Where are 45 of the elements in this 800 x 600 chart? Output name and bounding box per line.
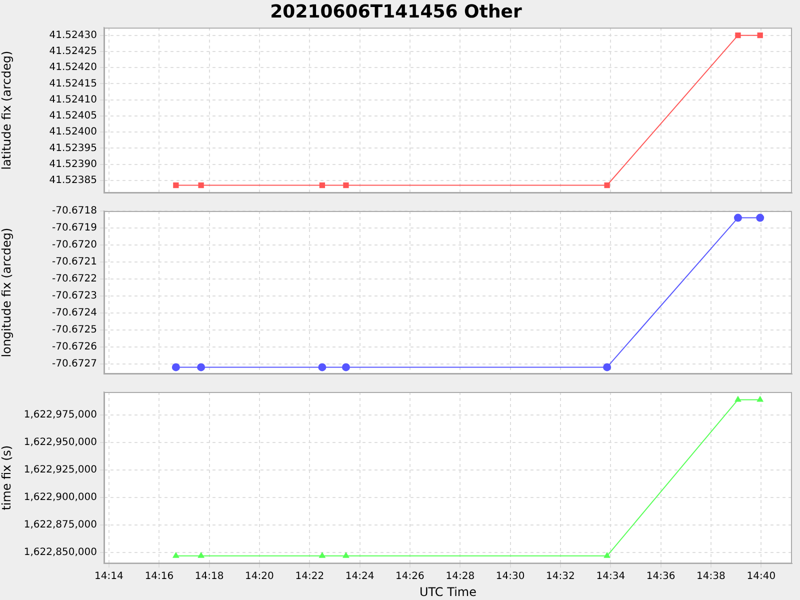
x-tick-label: 14:36 [646,571,676,582]
y-tick-label: 1,622,950,000 [24,437,97,448]
x-tick-label: 14:26 [396,571,424,582]
y-tick-label: -70.6727 [52,358,97,370]
y-tick-label: -70.6724 [52,307,97,318]
y-tick-label: -70.6722 [52,274,97,285]
y-tick-label: 41.52415 [49,78,97,90]
y-tick-label: 41.52400 [49,126,97,138]
y-tick-label: 1,622,875,000 [24,520,97,531]
y-tick-label: -70.6723 [52,290,97,302]
y-tick-label: 41.52385 [49,175,97,186]
y-tick-label: 41.52420 [49,62,97,74]
y-tick-label: -70.6721 [52,256,97,268]
y-tick-label: 1,622,850,000 [24,547,97,558]
x-tick-label: 14:22 [295,571,324,582]
x-tick-label: 14:40 [746,571,776,582]
x-tick-label: 14:20 [245,571,274,582]
x-tick-label: 14:14 [94,571,124,582]
y-axis-title: time fix (s) [0,445,14,510]
y-tick-label: -70.6725 [52,324,97,336]
y-tick-label: 41.52430 [49,30,97,41]
y-tick-label: 41.52405 [49,110,97,122]
x-tick-label: 14:18 [194,571,224,582]
x-tick-label: 14:24 [345,571,374,582]
y-tick-label: 1,622,925,000 [24,464,97,476]
x-tick-label: 14:38 [696,571,726,582]
x-tick-label: 14:16 [144,571,174,582]
y-tick-label: -70.6719 [52,222,97,234]
y-tick-label: -70.6718 [52,206,97,217]
x-tick-label: 14:30 [496,571,525,582]
x-tick-label: 14:34 [596,571,626,582]
y-axis-title: longitude fix (arcdeg) [0,228,14,358]
x-tick-label: 14:32 [546,571,575,582]
x-axis-title: UTC Time [420,584,476,599]
y-axis-title: latitude fix (arcdeg) [0,50,14,170]
y-tick-label: -70.6726 [52,341,97,352]
y-tick-label: 1,622,900,000 [24,492,97,504]
x-tick-label: 14:28 [446,571,475,582]
y-tick-label: 41.52395 [49,142,97,154]
y-tick-label: 1,622,975,000 [24,410,97,421]
y-tick-label: 41.52425 [49,46,97,58]
y-tick-label: -70.6720 [52,240,97,251]
chart-title: 20210606T141456 Other [270,1,522,22]
y-tick-label: 41.52390 [49,158,97,170]
y-tick-label: 41.52410 [49,94,97,106]
